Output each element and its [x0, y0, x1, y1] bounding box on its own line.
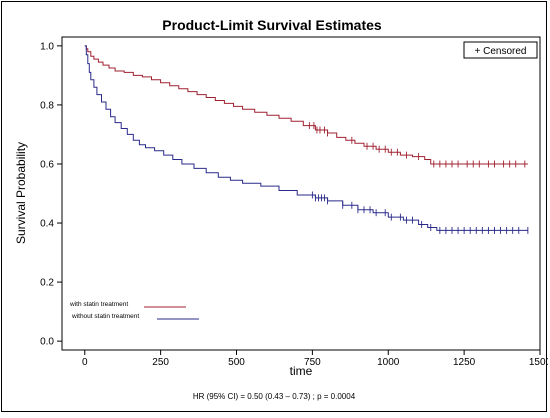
x-tick-label: 250 [152, 357, 169, 368]
x-tick-label: 750 [304, 357, 321, 368]
y-axis: 0.0 0.2 0.4 0.6 0.8 1.0 [40, 41, 62, 348]
series-line [84, 45, 528, 165]
censored-legend-text: + Censored [475, 46, 527, 57]
series-label: with statin treatment [69, 301, 128, 308]
y-tick-label: 0.6 [40, 159, 54, 170]
survival-chart: Product-Limit Survival Estimates 0 250 500… [14, 17, 550, 401]
series-label: without statin treatment [71, 313, 139, 320]
plot-area [61, 36, 541, 351]
x-tick-label: 0 [82, 357, 88, 368]
y-tick-label: 0.0 [40, 337, 54, 348]
x-tick-label: 500 [228, 357, 245, 368]
y-tick-label: 1.0 [40, 41, 54, 52]
hr-footnote: HR (95% CI) = 0.50 (0.43 – 0.73) ; p = 0… [193, 392, 356, 401]
y-tick-label: 0.4 [40, 219, 54, 230]
y-tick-label: 0.2 [40, 278, 54, 289]
series-layer [84, 45, 529, 234]
y-tick-label: 0.8 [40, 100, 54, 111]
x-tick-label: 1000 [377, 357, 400, 368]
series-labels: with statin treatment without statin trea… [69, 301, 199, 320]
y-axis-label: Survival Probability [14, 142, 28, 244]
x-tick-label: 1250 [453, 357, 476, 368]
series-line [84, 45, 528, 231]
chart-title: Product-Limit Survival Estimates [162, 17, 382, 33]
censored-legend: + Censored [463, 41, 538, 59]
censored-legend-box [463, 41, 538, 59]
x-axis-label: time [290, 364, 313, 378]
